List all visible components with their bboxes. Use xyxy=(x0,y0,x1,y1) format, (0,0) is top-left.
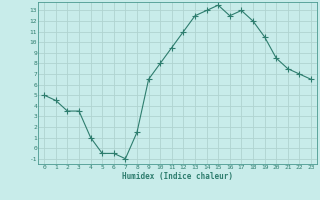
X-axis label: Humidex (Indice chaleur): Humidex (Indice chaleur) xyxy=(122,172,233,181)
